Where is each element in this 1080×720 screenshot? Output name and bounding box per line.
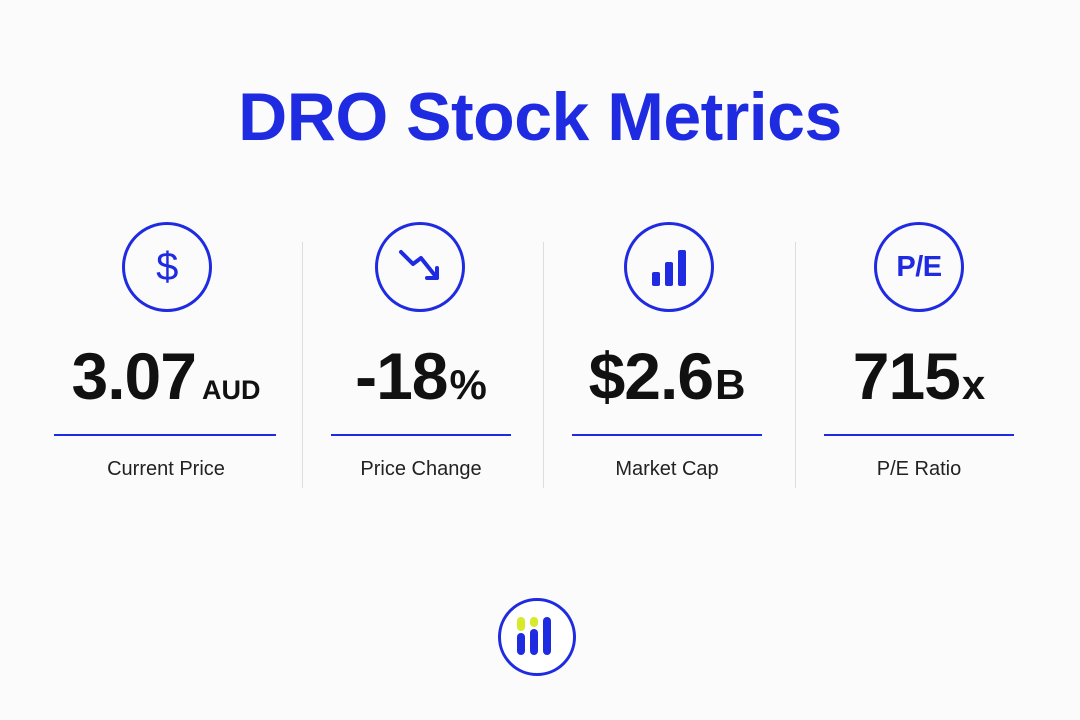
metric-underline <box>572 434 762 436</box>
page-title: DRO Stock Metrics <box>238 79 842 155</box>
pe-ratio-icon: P/E <box>874 222 964 312</box>
metric-value: 3.07 AUD <box>50 338 282 414</box>
column-divider <box>543 242 544 488</box>
metric-label: P/E Ratio <box>876 458 962 480</box>
metric-market-cap: $2.6B Market Cap <box>566 222 768 492</box>
metric-unit: AUD <box>201 375 261 405</box>
bar-chart-icon <box>624 222 714 312</box>
metric-underline <box>824 434 1014 436</box>
metric-unit: % <box>449 361 487 408</box>
trend-down-icon <box>375 222 465 312</box>
dollar-icon-glyph: $ <box>156 244 178 289</box>
metric-number: 3.07 <box>71 339 197 413</box>
metric-number: 715 <box>852 339 961 413</box>
metric-value: 715x <box>820 338 1018 414</box>
trend-down-svg <box>399 250 439 280</box>
column-divider <box>795 242 796 488</box>
metric-label: Current Price <box>107 458 225 480</box>
metric-value: -18% <box>325 338 517 414</box>
metric-underline <box>331 434 511 436</box>
dollar-icon: $ <box>122 222 212 312</box>
metric-number: $2.6 <box>588 339 714 413</box>
pe-ratio-icon-text: P/E <box>896 250 942 283</box>
metric-price-change: -18% Price Change <box>325 222 517 492</box>
bar-logo-icon <box>498 598 576 676</box>
metric-underline <box>54 434 276 436</box>
bar-chart-svg <box>652 250 686 286</box>
metric-value: $2.6B <box>566 338 768 414</box>
metric-unit: x <box>961 361 986 408</box>
column-divider <box>302 242 303 488</box>
metric-current-price: $ 3.07 AUD Current Price <box>50 222 282 492</box>
metric-pe-ratio: P/E 715x P/E Ratio <box>820 222 1018 492</box>
metric-label: Price Change <box>360 458 482 480</box>
metric-label: Market Cap <box>615 458 719 480</box>
metric-unit: B <box>715 361 746 408</box>
metric-number: -18 <box>355 339 448 413</box>
bar-logo-svg <box>517 617 551 655</box>
